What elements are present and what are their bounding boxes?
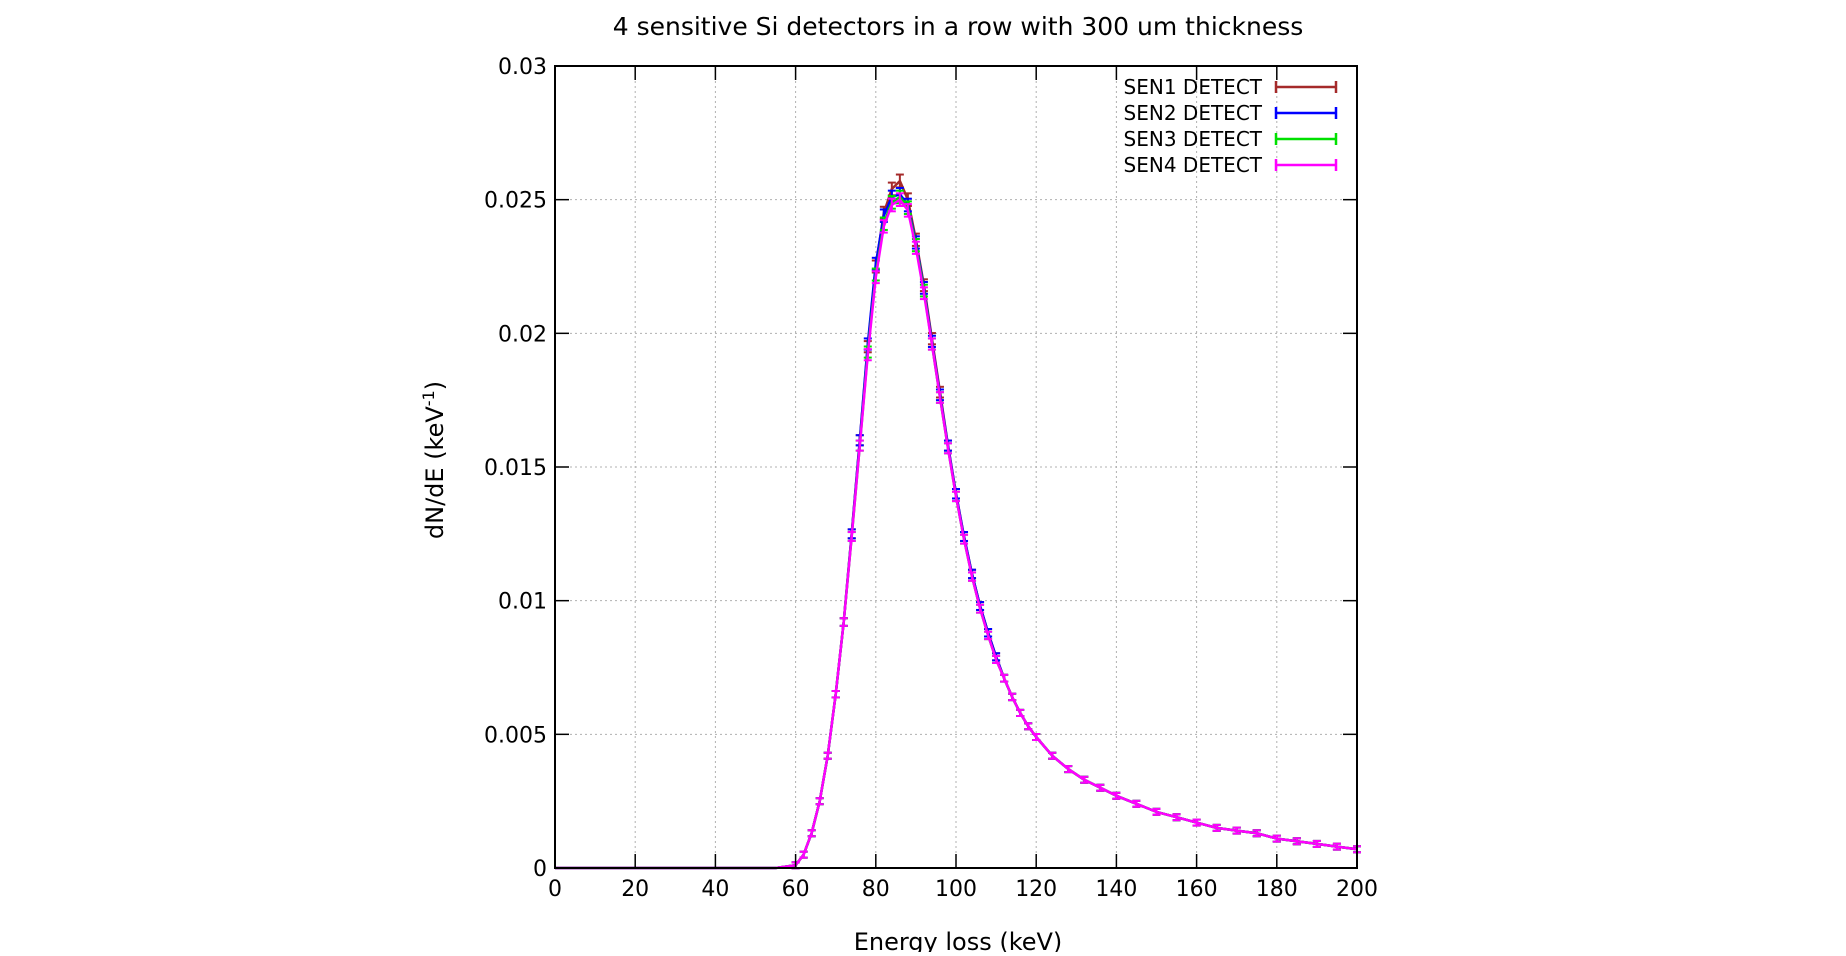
x-tick-label: 160: [1176, 877, 1218, 902]
y-tick-label: 0.025: [484, 189, 547, 214]
legend-label: SEN2 DETECT: [1124, 101, 1263, 125]
x-tick-label: 80: [862, 877, 890, 902]
legend-label: SEN3 DETECT: [1124, 127, 1263, 151]
x-tick-label: 0: [548, 877, 562, 902]
y-axis-label-main: dN/dE (keV: [421, 406, 449, 539]
series-4: [555, 192, 1361, 870]
y-tick-label: 0.03: [498, 55, 547, 80]
x-tick-label: 100: [935, 877, 977, 902]
x-tick-label: 120: [1015, 877, 1057, 902]
x-tick-label: 180: [1256, 877, 1298, 902]
x-tick-label: 40: [701, 877, 729, 902]
y-tick-label: 0.015: [484, 456, 547, 481]
grid: [555, 66, 1357, 868]
y-tick-label: 0.01: [498, 590, 547, 615]
y-axis-label-sup: -1: [419, 390, 438, 406]
legend-label: SEN1 DETECT: [1124, 75, 1263, 99]
x-tick-label: 20: [621, 877, 649, 902]
x-tick-label: 140: [1095, 877, 1137, 902]
legend-label: SEN4 DETECT: [1124, 153, 1263, 177]
y-tick-label: 0.02: [498, 322, 547, 347]
series-layer: [555, 173, 1361, 870]
y-axis-label-close: ): [421, 381, 449, 390]
y-axis-label: dN/dE (keV-1): [419, 381, 449, 539]
series-line: [555, 198, 1358, 870]
x-tick-label: 60: [782, 877, 810, 902]
x-tick-label: 200: [1336, 877, 1378, 902]
x-axis-label: Energy loss (keV): [854, 928, 1063, 952]
y-tick-label: 0: [533, 857, 547, 882]
chart-title: 4 sensitive Si detectors in a row with 3…: [613, 12, 1304, 41]
y-tick-label: 0.005: [484, 723, 547, 748]
ticks: 0 20 40 60 80 100 120 140 160 180 200 0 0.005 0.01 0.0…: [484, 55, 1378, 902]
